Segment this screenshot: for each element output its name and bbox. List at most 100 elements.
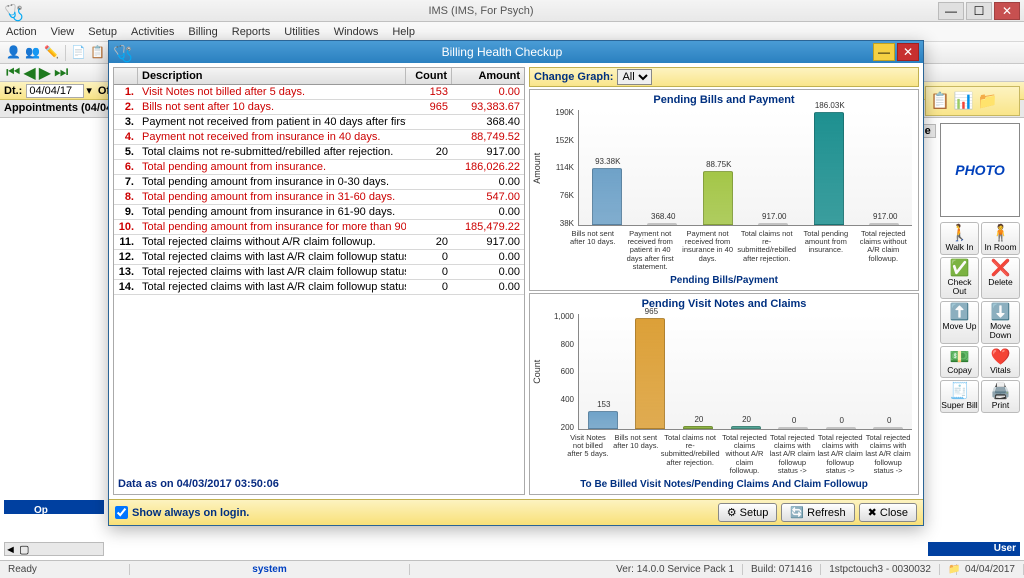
menu-reports[interactable]: Reports <box>232 26 271 38</box>
side-move-up-button[interactable]: ⬆️Move Up <box>940 301 979 343</box>
col-count[interactable]: Count <box>406 68 452 84</box>
table-row[interactable]: 8.Total pending amount from insurance in… <box>114 190 524 205</box>
side-copay-button[interactable]: 💵Copay <box>940 346 979 379</box>
table-row[interactable]: 2.Bills not sent after 10 days.96593,383… <box>114 100 524 115</box>
mini-icon[interactable]: 📁 <box>978 91 998 111</box>
table-row[interactable]: 14.Total rejected claims with last A/R c… <box>114 280 524 295</box>
table-row[interactable]: 9.Total pending amount from insurance in… <box>114 205 524 220</box>
side-button-panel: 🚶Walk In🧍In Room✅Check Out❌Delete⬆️Move … <box>940 222 1020 413</box>
table-row[interactable]: 7.Total pending amount from insurance in… <box>114 175 524 190</box>
chart-bar: 88.75K <box>690 110 746 225</box>
nav-last-icon[interactable]: ⏭ <box>54 64 68 82</box>
table-row[interactable]: 6.Total pending amount from insurance.18… <box>114 160 524 175</box>
dialog-title: Billing Health Checkup <box>133 45 871 59</box>
dialog-footer: Show always on login. ⚙Setup 🔄Refresh ✖C… <box>109 499 923 525</box>
chart-visit-notes: Pending Visit Notes and Claims Count 1,0… <box>529 293 919 495</box>
chart2-axis-title: To Be Billed Visit Notes/Pending Claims … <box>532 477 916 492</box>
date-input[interactable] <box>26 84 84 98</box>
table-row[interactable]: 11.Total rejected claims without A/R cla… <box>114 235 524 250</box>
chart-bar: 965 <box>627 314 675 429</box>
chart-bar: 20 <box>722 314 770 429</box>
toolbar-icon[interactable]: 📄 <box>71 45 87 61</box>
chart-bar: 0 <box>769 314 817 429</box>
chart-xlabel: Total claims not re-submitted/rebilled a… <box>660 432 721 477</box>
nav-next-icon[interactable]: ▶ <box>39 63 51 83</box>
menu-setup[interactable]: Setup <box>88 26 117 38</box>
menu-help[interactable]: Help <box>392 26 415 38</box>
side-print-button[interactable]: 🖨️Print <box>981 380 1020 413</box>
description-table: Description Count Amount 1.Visit Notes n… <box>113 67 525 495</box>
chart2-title: Pending Visit Notes and Claims <box>532 296 916 312</box>
side-in-room-button[interactable]: 🧍In Room <box>981 222 1020 255</box>
chart-bar: 153 <box>579 314 627 429</box>
col-description[interactable]: Description <box>138 68 406 84</box>
chart-xlabel: Total claims not re-submitted/rebilled a… <box>736 228 797 273</box>
col-amount[interactable]: Amount <box>452 68 524 84</box>
table-row[interactable]: 1.Visit Notes not billed after 5 days.15… <box>114 85 524 100</box>
date-label: Dt.: <box>4 85 22 97</box>
status-ready: Ready <box>0 564 130 575</box>
chart-bar: 93.38K <box>579 110 635 225</box>
mini-icon[interactable]: 📋 <box>930 91 950 111</box>
menu-view[interactable]: View <box>51 26 75 38</box>
chart-xlabel: Total rejected claims with last A/R clai… <box>768 432 816 477</box>
table-row[interactable]: 12.Total rejected claims with last A/R c… <box>114 250 524 265</box>
mini-icon[interactable]: 📊 <box>954 91 974 111</box>
dialog-title-bar: 🩺 Billing Health Checkup — ✕ <box>109 41 923 63</box>
dialog-icon: 🩺 <box>113 44 129 60</box>
side-super-bill-button[interactable]: 🧾Super Bill <box>940 380 979 413</box>
app-title: IMS (IMS, For Psych) <box>24 5 938 17</box>
menu-windows[interactable]: Windows <box>334 26 379 38</box>
toolbar-icon[interactable]: ✏️ <box>44 45 60 61</box>
chart-bar: 0 <box>817 314 865 429</box>
chart-xlabel: Bills not sent after 10 days. <box>564 228 621 273</box>
chart-xlabel: Payment not received from insurance in 4… <box>679 228 736 273</box>
side-walk-in-button[interactable]: 🚶Walk In <box>940 222 979 255</box>
table-row[interactable]: 4.Payment not received from insurance in… <box>114 130 524 145</box>
chart-xlabel: Total pending amount from insurance. <box>797 228 854 273</box>
toolbar-icon[interactable]: 👤 <box>6 45 22 61</box>
side-move-down-button[interactable]: ⬇️Move Down <box>981 301 1020 343</box>
status-version: Ver: 14.0.0 Service Pack 1 <box>608 564 743 575</box>
table-row[interactable]: 3.Payment not received from patient in 4… <box>114 115 524 130</box>
dialog-minimize-button[interactable]: — <box>873 43 895 61</box>
chart-bar: 917.00 <box>857 110 913 225</box>
status-host: 1stpctouch3 - 0030032 <box>821 564 940 575</box>
data-as-of-label: Data as on 04/03/2017 03:50:06 <box>114 474 524 494</box>
toolbar-icon[interactable]: 👥 <box>25 45 41 61</box>
show-on-login-checkbox[interactable] <box>115 506 128 519</box>
refresh-button[interactable]: 🔄Refresh <box>781 503 854 522</box>
chart-xlabel: Total rejected claims with last A/R clai… <box>816 432 864 477</box>
nav-first-icon[interactable]: ⏮ <box>6 64 20 82</box>
menu-billing[interactable]: Billing <box>188 26 217 38</box>
close-icon: ✖ <box>868 506 877 519</box>
side-delete-button[interactable]: ❌Delete <box>981 257 1020 299</box>
status-system: system <box>130 564 410 575</box>
change-graph-label: Change Graph: <box>534 71 613 83</box>
side-check-out-button[interactable]: ✅Check Out <box>940 257 979 299</box>
side-vitals-button[interactable]: ❤️Vitals <box>981 346 1020 379</box>
scroll-track[interactable]: ◄ ▢ <box>4 542 104 556</box>
toolbar-icon[interactable]: 📋 <box>90 45 106 61</box>
menu-utilities[interactable]: Utilities <box>284 26 319 38</box>
chart-bar: 917.00 <box>746 110 802 225</box>
chart-xlabel: Visit Notes not billed after 5 days. <box>564 432 612 477</box>
minimize-button[interactable]: — <box>938 2 964 20</box>
chart-xlabel: Total rejected claims with last A/R clai… <box>864 432 912 477</box>
chart2-ylabel: Count <box>532 312 546 432</box>
menu-action[interactable]: Action <box>6 26 37 38</box>
close-button[interactable]: ✖Close <box>859 503 917 522</box>
close-button[interactable]: ✕ <box>994 2 1020 20</box>
menu-bar: Action View Setup Activities Billing Reports U… <box>0 22 1024 42</box>
table-row[interactable]: 10.Total pending amount from insurance f… <box>114 220 524 235</box>
graph-select[interactable]: All <box>617 69 652 85</box>
table-row[interactable]: 5.Total claims not re-submitted/rebilled… <box>114 145 524 160</box>
nav-prev-icon[interactable]: ◀ <box>23 63 35 83</box>
setup-button[interactable]: ⚙Setup <box>718 503 778 522</box>
dialog-close-button[interactable]: ✕ <box>897 43 919 61</box>
table-row[interactable]: 13.Total rejected claims with last A/R c… <box>114 265 524 280</box>
menu-activities[interactable]: Activities <box>131 26 174 38</box>
maximize-button[interactable]: ☐ <box>966 2 992 20</box>
chart-bar: 0 <box>864 314 912 429</box>
gear-icon: ⚙ <box>727 506 737 519</box>
